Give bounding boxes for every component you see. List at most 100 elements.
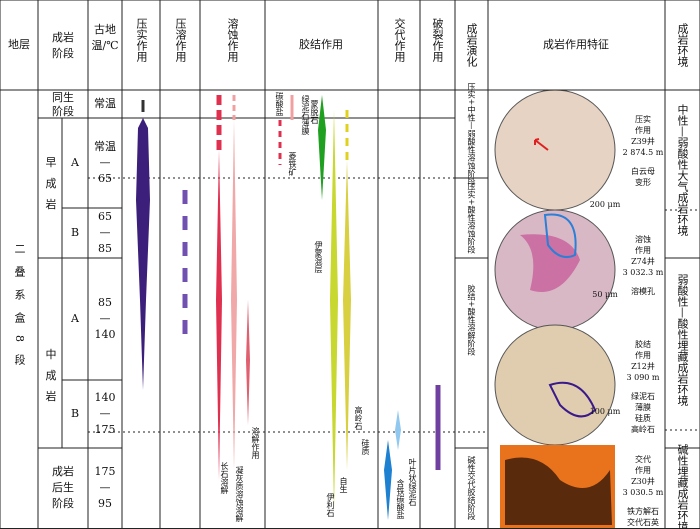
label: 作用 bbox=[635, 350, 651, 360]
label: Z39井 bbox=[631, 136, 655, 146]
vertical-label: 压实+酸性溶蚀阶段 bbox=[467, 183, 476, 255]
vertical-label: 绿泥石薄膜 bbox=[301, 95, 310, 136]
vertical-label: 中性—弱酸性大气成岩环境 bbox=[676, 104, 689, 236]
label: 50 μm bbox=[592, 290, 618, 299]
label: 胶结作用 bbox=[299, 37, 343, 51]
label: — bbox=[100, 226, 111, 239]
vertical-label: 高岭石 bbox=[354, 405, 363, 431]
vertical-label: 蒙脱石 bbox=[310, 99, 319, 125]
label: Z74井 bbox=[631, 256, 655, 266]
vertical-label: 碱性交代胶结阶段 bbox=[467, 456, 476, 521]
vertical-label: 碳酸盐 bbox=[275, 91, 284, 116]
vertical-label: 压溶作用 bbox=[174, 18, 187, 63]
label: 成岩作用特征 bbox=[543, 37, 609, 51]
label: 交代石英 bbox=[627, 517, 659, 527]
vertical-label: 长石溶解 bbox=[220, 461, 229, 495]
label: 2 874.5 m bbox=[623, 148, 664, 157]
vertical-label: 压实+中性—弱酸性溶蚀阶段 bbox=[467, 83, 476, 187]
label: — bbox=[100, 312, 111, 325]
label: 高岭石 bbox=[631, 424, 655, 434]
label: Z30井 bbox=[631, 476, 655, 486]
label: B bbox=[71, 226, 79, 239]
vertical-label: 含铁碳酸盐 bbox=[396, 478, 405, 519]
vertical-label: 成岩演化 bbox=[465, 23, 478, 68]
label: 常温 bbox=[94, 140, 116, 153]
label: 后生 bbox=[52, 480, 74, 494]
process-bar bbox=[395, 410, 401, 450]
label: 压实 bbox=[635, 114, 651, 124]
label: 140 bbox=[95, 391, 116, 404]
process-bar bbox=[231, 120, 237, 470]
vertical-label: 早成岩 bbox=[44, 156, 57, 219]
vertical-label: 溶蚀作用 bbox=[226, 17, 239, 63]
process-bar bbox=[330, 110, 338, 510]
vertical-label: 交代作用 bbox=[393, 17, 406, 63]
vertical-label: 叶片状绿泥石 bbox=[408, 458, 417, 507]
label: 85 bbox=[98, 296, 112, 309]
label: 3 032.3 m bbox=[623, 268, 664, 277]
vertical-label: 碱性埋藏成岩环境 bbox=[676, 444, 689, 529]
vertical-label: 凝灰质溶蚀溶解 bbox=[235, 465, 244, 523]
label: 薄膜 bbox=[635, 402, 651, 412]
label: 175 bbox=[95, 423, 116, 436]
label: 175 bbox=[95, 465, 116, 478]
label: 140 bbox=[95, 328, 116, 341]
vertical-label: 压实作用 bbox=[135, 18, 148, 63]
photos bbox=[494, 89, 616, 529]
label: A bbox=[70, 156, 80, 169]
label: 古地 bbox=[94, 23, 116, 36]
label: 同生 bbox=[52, 90, 74, 104]
label: 胶结 bbox=[635, 339, 651, 349]
vertical-label: 破裂作用 bbox=[431, 17, 444, 63]
label: A bbox=[70, 312, 80, 325]
label: 65 bbox=[98, 210, 112, 223]
vertical-label: 成岩环境 bbox=[676, 23, 689, 67]
label: — bbox=[100, 156, 111, 169]
vertical-label: 自生 bbox=[339, 476, 348, 493]
process-bar bbox=[343, 160, 351, 470]
vertical-label: 中成岩 bbox=[44, 348, 57, 411]
label: — bbox=[100, 407, 111, 420]
label: 白云母 bbox=[631, 166, 655, 176]
vertical-label: 弱酸性—酸性埋藏成岩环境 bbox=[676, 274, 689, 406]
label: 常温 bbox=[94, 97, 116, 110]
label: 溶模孔 bbox=[631, 286, 655, 296]
label: Z12井 bbox=[631, 361, 655, 371]
label: 100 μm bbox=[590, 407, 621, 416]
label: 3 090 m bbox=[626, 373, 659, 382]
label: 铁方解石 bbox=[627, 506, 659, 516]
label: B bbox=[71, 407, 79, 420]
process-bar bbox=[246, 300, 250, 425]
label: 65 bbox=[98, 172, 112, 185]
label: 阶段 bbox=[52, 496, 74, 510]
label: 地层 bbox=[8, 38, 30, 51]
process-bar bbox=[136, 118, 150, 390]
label: 作用 bbox=[635, 465, 651, 475]
label: — bbox=[100, 481, 111, 494]
label: 溶蚀 bbox=[635, 234, 651, 244]
label: 成岩 bbox=[52, 30, 74, 44]
process-bar bbox=[384, 440, 392, 520]
label: 阶段 bbox=[52, 104, 74, 118]
label: 3 030.5 m bbox=[623, 488, 664, 497]
vertical-label: 菱铁矿 bbox=[288, 151, 297, 177]
label: 变形 bbox=[635, 177, 651, 187]
label: 85 bbox=[98, 242, 112, 255]
label: 200 μm bbox=[590, 200, 621, 209]
label: 作用 bbox=[635, 125, 651, 135]
label: 温/℃ bbox=[91, 39, 118, 52]
label: 硅质 bbox=[635, 413, 651, 423]
vertical-label: 二叠系盒8段 bbox=[13, 243, 26, 377]
label: 阶段 bbox=[52, 46, 74, 60]
label: 95 bbox=[98, 497, 112, 510]
label: 成岩 bbox=[52, 464, 74, 478]
process-bar bbox=[216, 150, 222, 480]
label: 绿泥石 bbox=[631, 392, 655, 401]
vertical-label: 溶解作用 bbox=[251, 426, 260, 460]
vertical-label: 硅质 bbox=[361, 438, 370, 456]
label: 作用 bbox=[635, 245, 651, 255]
process-bar bbox=[318, 95, 326, 200]
vertical-label: 伊利石 bbox=[326, 492, 335, 518]
vertical-label: 胶结+酸性溶解阶段 bbox=[467, 284, 476, 357]
